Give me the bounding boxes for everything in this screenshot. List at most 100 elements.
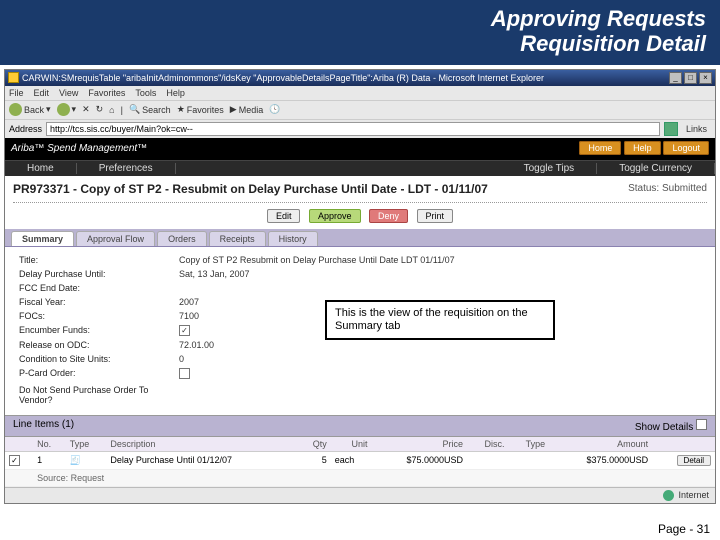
li-col: Unit: [331, 437, 372, 452]
tab-receipts[interactable]: Receipts: [209, 231, 266, 246]
summary-label: Delay Purchase Until:: [15, 267, 175, 281]
checkbox[interactable]: ✓: [179, 325, 190, 336]
internet-zone-icon: [663, 490, 674, 501]
history-button[interactable]: 🕓: [269, 104, 280, 115]
menu-favorites[interactable]: Favorites: [88, 88, 125, 98]
forward-button[interactable]: ▾: [57, 103, 77, 116]
li-no: 1: [33, 451, 66, 469]
address-input[interactable]: [46, 122, 660, 136]
summary-value: [175, 383, 705, 407]
line-items-header: Line Items (1) Show Details: [5, 415, 715, 437]
separator: [13, 202, 707, 203]
callout: This is the view of the requisition on t…: [325, 300, 555, 340]
summary-label: Release on ODC:: [15, 338, 175, 352]
home-link[interactable]: Home: [579, 141, 621, 155]
nav-home[interactable]: Home: [5, 163, 77, 174]
li-col: Type: [66, 437, 107, 452]
stop-button[interactable]: ✕: [82, 104, 90, 115]
back-button[interactable]: Back ▾: [9, 103, 51, 116]
go-button[interactable]: [664, 122, 678, 136]
ariba-header: Ariba™ Spend Management™ Home Help Logou…: [5, 138, 715, 160]
slide-title-line1: Approving Requests: [0, 6, 706, 31]
pr-status: Status: Submitted: [628, 183, 707, 194]
page-number: Page - 31: [658, 522, 710, 536]
summary-label: FCC End Date:: [15, 281, 175, 295]
logout-link[interactable]: Logout: [663, 141, 709, 155]
detail-button[interactable]: Detail: [677, 455, 711, 466]
li-col: Qty: [298, 437, 331, 452]
nav-preferences[interactable]: Preferences: [77, 163, 176, 174]
ie-address-bar: Address Links: [5, 120, 715, 138]
slide-title: Approving Requests Requisition Detail: [0, 0, 720, 65]
li-desc: Delay Purchase Until 01/12/07: [106, 451, 298, 469]
ie-window: CARWIN:SMrequisTable "aribaInitAdminommo…: [4, 69, 716, 504]
refresh-button[interactable]: ↻: [96, 104, 104, 115]
li-qty: 5: [298, 451, 331, 469]
summary-label: FOCs:: [15, 309, 175, 323]
ie-menubar: File Edit View Favorites Tools Help: [5, 86, 715, 100]
source-row: Source: Request: [5, 469, 715, 486]
summary-label: Condition to Site Units:: [15, 352, 175, 366]
tab-orders[interactable]: Orders: [157, 231, 207, 246]
line-items-title: Line Items (1): [13, 419, 74, 433]
source-label: Source: Request: [33, 469, 715, 486]
checkbox[interactable]: [179, 368, 190, 379]
li-amount: $375.0000USD: [549, 451, 652, 469]
li-col: Type: [508, 437, 549, 452]
menu-view[interactable]: View: [59, 88, 78, 98]
menu-tools[interactable]: Tools: [135, 88, 156, 98]
summary-label: Fiscal Year:: [15, 295, 175, 309]
deny-button[interactable]: Deny: [369, 209, 408, 223]
ie-statusbar: Internet: [5, 487, 715, 503]
ie-title-text: CARWIN:SMrequisTable "aribaInitAdminommo…: [22, 73, 544, 83]
links-label[interactable]: Links: [682, 124, 711, 134]
edit-button[interactable]: Edit: [267, 209, 301, 223]
li-col: [652, 437, 715, 452]
close-button[interactable]: ×: [699, 72, 712, 84]
print-button[interactable]: Print: [417, 209, 454, 223]
ariba-nav: Home Preferences Toggle Tips Toggle Curr…: [5, 160, 715, 176]
line-items-table: No.TypeDescriptionQtyUnitPriceDisc.TypeA…: [5, 437, 715, 487]
summary-label: Encumber Funds:: [15, 323, 175, 338]
summary-value: Sat, 13 Jan, 2007: [175, 267, 705, 281]
media-button[interactable]: ▶Media: [230, 104, 263, 115]
summary-value: Copy of ST P2 Resubmit on Delay Purchase…: [175, 253, 705, 267]
maximize-button[interactable]: □: [684, 72, 697, 84]
toggle-currency[interactable]: Toggle Currency: [597, 163, 715, 174]
menu-edit[interactable]: Edit: [34, 88, 50, 98]
tab-summary[interactable]: Summary: [11, 231, 74, 246]
slide-title-line2: Requisition Detail: [0, 31, 706, 56]
summary-value: 0: [175, 352, 705, 366]
favorites-button[interactable]: ★Favorites: [177, 104, 224, 115]
menu-file[interactable]: File: [9, 88, 24, 98]
action-row: Edit Approve Deny Print: [5, 207, 715, 229]
summary-value: [175, 366, 705, 383]
ariba-brand-text: Ariba™ Spend Management™: [11, 143, 147, 154]
show-details-checkbox[interactable]: [696, 419, 707, 430]
tabstrip: Summary Approval Flow Orders Receipts Hi…: [5, 229, 715, 247]
summary-value: [175, 281, 705, 295]
search-button[interactable]: 🔍Search: [129, 104, 171, 115]
menu-help[interactable]: Help: [166, 88, 185, 98]
toggle-tips[interactable]: Toggle Tips: [502, 163, 598, 174]
ie-toolbar: Back ▾ ▾ ✕ ↻ ⌂ | 🔍Search ★Favorites ▶Med…: [5, 100, 715, 120]
home-button[interactable]: ⌂: [109, 105, 114, 115]
help-link[interactable]: Help: [624, 141, 661, 155]
li-col: Description: [106, 437, 298, 452]
show-details-label: Show Details: [635, 422, 693, 433]
li-price: $75.0000USD: [371, 451, 467, 469]
minimize-button[interactable]: _: [669, 72, 682, 84]
callout-text: This is the view of the requisition on t…: [335, 307, 528, 332]
row-checkbox[interactable]: ✓: [9, 455, 20, 466]
tab-history[interactable]: History: [268, 231, 318, 246]
summary-label: Do Not Send Purchase Order To Vendor?: [15, 383, 175, 407]
approve-button[interactable]: Approve: [309, 209, 361, 223]
internet-zone-label: Internet: [678, 490, 709, 500]
tab-approval-flow[interactable]: Approval Flow: [76, 231, 155, 246]
li-col: [5, 437, 33, 452]
ie-app-icon: [8, 72, 19, 83]
address-label: Address: [9, 124, 42, 134]
li-col: Amount: [549, 437, 652, 452]
li-col: Disc.: [467, 437, 508, 452]
pr-title: PR973371 - Copy of ST P2 - Resubmit on D…: [13, 182, 488, 196]
